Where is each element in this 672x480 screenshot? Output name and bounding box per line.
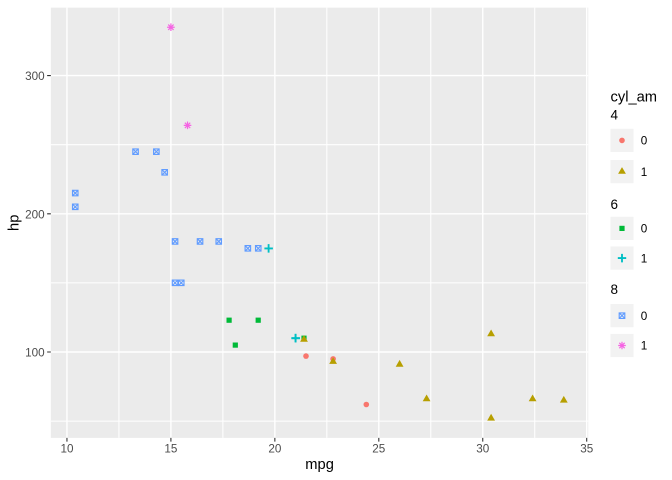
svg-text:0: 0 (641, 223, 648, 236)
svg-text:mpg: mpg (305, 457, 334, 473)
svg-text:200: 200 (25, 208, 45, 221)
svg-text:25: 25 (372, 443, 386, 456)
svg-text:6: 6 (611, 197, 619, 212)
svg-text:100: 100 (25, 347, 45, 360)
svg-text:30: 30 (476, 443, 490, 456)
svg-text:1: 1 (641, 166, 648, 179)
svg-text:300: 300 (25, 70, 45, 83)
svg-text:0: 0 (641, 310, 648, 323)
svg-text:4: 4 (611, 108, 619, 123)
svg-text:1: 1 (641, 340, 648, 353)
svg-text:0: 0 (641, 135, 648, 148)
svg-text:35: 35 (580, 443, 594, 456)
svg-text:10: 10 (60, 443, 74, 456)
svg-text:20: 20 (268, 443, 282, 456)
svg-text:1: 1 (641, 252, 648, 265)
svg-text:8: 8 (611, 282, 619, 297)
svg-text:hp: hp (6, 215, 22, 231)
svg-text:cyl_am: cyl_am (611, 90, 658, 106)
svg-text:15: 15 (164, 443, 178, 456)
